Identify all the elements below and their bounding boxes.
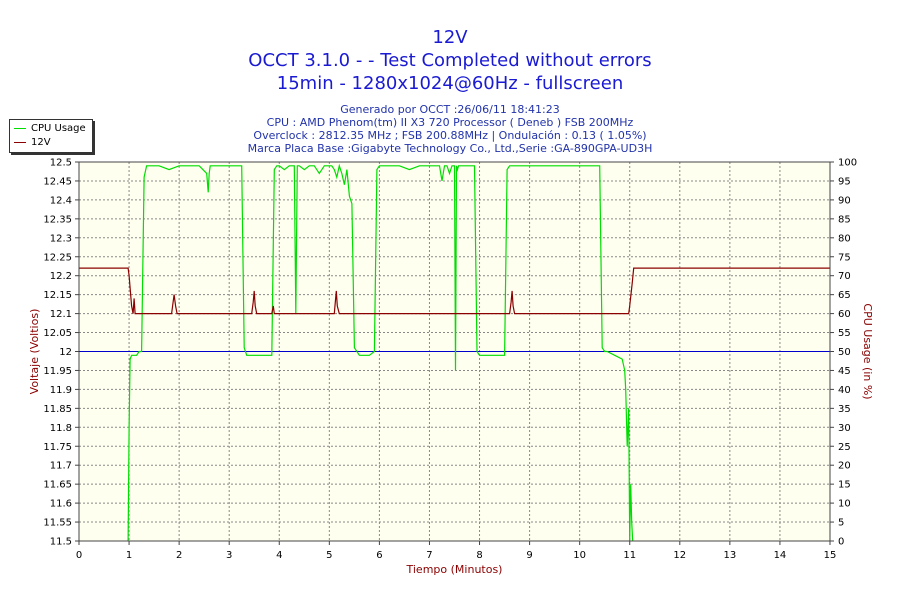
y-right-tick-label: 100 bbox=[838, 158, 857, 169]
y-right-tick-label: 65 bbox=[838, 290, 851, 301]
x-tick-label: 10 bbox=[573, 550, 586, 561]
y-left-axis-label: Voltaje (Voltios) bbox=[28, 309, 41, 395]
y-right-tick-label: 35 bbox=[838, 404, 851, 415]
x-tick-label: 0 bbox=[76, 550, 82, 561]
y-right-tick-label: 95 bbox=[838, 176, 851, 187]
y-left-tick-label: 12 bbox=[59, 347, 72, 358]
y-left-tick-label: 11.65 bbox=[43, 480, 72, 491]
y-right-tick-label: 90 bbox=[838, 195, 851, 206]
legend-swatch-12v bbox=[14, 141, 26, 143]
y-left-tick-label: 11.85 bbox=[43, 404, 72, 415]
y-left-tick-label: 11.5 bbox=[50, 537, 72, 548]
x-tick-label: 3 bbox=[226, 550, 232, 561]
legend-swatch-cpu-usage bbox=[14, 127, 26, 129]
x-tick-label: 15 bbox=[824, 550, 837, 561]
chart-subtitle-mode: 15min - 1280x1024@60Hz - fullscreen bbox=[276, 73, 624, 94]
y-left-tick-label: 12.35 bbox=[43, 214, 72, 225]
y-left-tick-label: 11.55 bbox=[43, 518, 72, 529]
y-left-tick-label: 12.5 bbox=[50, 158, 72, 169]
x-tick-label: 13 bbox=[723, 550, 736, 561]
y-right-tick-label: 0 bbox=[838, 537, 844, 548]
x-tick-label: 4 bbox=[276, 550, 282, 561]
legend-item-12v: 12V bbox=[14, 136, 51, 149]
info-overclock: Overclock : 2812.35 MHz ; FSB 200.88MHz … bbox=[253, 129, 647, 142]
x-tick-label: 7 bbox=[426, 550, 432, 561]
x-tick-label: 1 bbox=[126, 550, 132, 561]
y-left-tick-label: 11.9 bbox=[50, 385, 72, 396]
y-left-tick-label: 12.2 bbox=[50, 271, 72, 282]
y-right-tick-label: 20 bbox=[838, 461, 851, 472]
y-right-tick-label: 25 bbox=[838, 442, 851, 453]
y-right-tick-label: 50 bbox=[838, 347, 851, 358]
x-tick-label: 5 bbox=[326, 550, 332, 561]
x-tick-label: 8 bbox=[476, 550, 482, 561]
y-right-axis-label: CPU Usage (in %) bbox=[861, 303, 874, 399]
y-right-tick-label: 30 bbox=[838, 423, 851, 434]
y-left-tick-label: 12.1 bbox=[50, 309, 72, 320]
y-left-tick-label: 12.3 bbox=[50, 233, 72, 244]
x-tick-label: 9 bbox=[526, 550, 532, 561]
y-left-tick-label: 12.45 bbox=[43, 176, 72, 187]
info-generated: Generado por OCCT :26/06/11 18:41:23 bbox=[340, 103, 560, 116]
series-line-cpu-usage bbox=[127, 163, 634, 542]
y-left-tick-label: 11.8 bbox=[50, 423, 72, 434]
x-tick-label: 6 bbox=[376, 550, 382, 561]
y-right-tick-label: 85 bbox=[838, 214, 851, 225]
y-left-tick-label: 12.4 bbox=[50, 195, 72, 206]
legend-label-cpu-usage: CPU Usage bbox=[31, 123, 86, 134]
y-left-tick-label: 12.25 bbox=[43, 252, 72, 263]
x-tick-label: 11 bbox=[623, 550, 636, 561]
legend-item-cpu-usage: CPU Usage bbox=[14, 122, 86, 135]
chart-subtitle-test: OCCT 3.1.0 - - Test Completed without er… bbox=[248, 50, 652, 71]
series-line-12v bbox=[79, 267, 830, 315]
series-layer bbox=[79, 163, 830, 542]
y-right-tick-label: 45 bbox=[838, 366, 851, 377]
y-right-tick-label: 70 bbox=[838, 271, 851, 282]
chart-legend: CPU Usage 12V bbox=[9, 119, 93, 153]
y-right-tick-label: 5 bbox=[838, 518, 844, 529]
legend-label-12v: 12V bbox=[31, 137, 51, 148]
info-motherboard: Marca Placa Base :Gigabyte Technology Co… bbox=[247, 142, 653, 155]
y-left-tick-label: 12.15 bbox=[43, 290, 72, 301]
y-right-tick-label: 55 bbox=[838, 328, 851, 339]
y-right-tick-label: 40 bbox=[838, 385, 851, 396]
y-left-tick-label: 11.95 bbox=[43, 366, 72, 377]
axes: 0 1 2 3 4 5 6 7 8 9 10 11 12 13 14 1511.511.5511.611.65… bbox=[28, 158, 874, 577]
x-tick-label: 12 bbox=[673, 550, 686, 561]
y-left-tick-label: 11.6 bbox=[50, 499, 72, 510]
y-right-tick-label: 10 bbox=[838, 499, 851, 510]
info-cpu: CPU : AMD Phenom(tm) II X3 720 Processor… bbox=[266, 116, 634, 129]
x-tick-label: 2 bbox=[176, 550, 182, 561]
y-right-tick-label: 60 bbox=[838, 309, 851, 320]
y-left-tick-label: 11.75 bbox=[43, 442, 72, 453]
x-tick-label: 14 bbox=[774, 550, 787, 561]
y-right-tick-label: 75 bbox=[838, 252, 851, 263]
chart-title: 12V bbox=[432, 27, 468, 48]
y-left-tick-label: 12.05 bbox=[43, 328, 72, 339]
y-left-tick-label: 11.7 bbox=[50, 461, 72, 472]
x-axis-label: Tiempo (Minutos) bbox=[406, 563, 503, 576]
y-right-tick-label: 15 bbox=[838, 480, 851, 491]
y-right-tick-label: 80 bbox=[838, 233, 851, 244]
